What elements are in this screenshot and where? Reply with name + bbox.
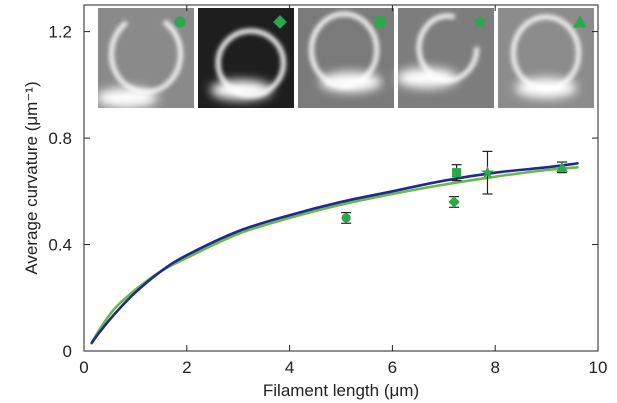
- x-tick-label: 10: [589, 358, 608, 377]
- inset-panel: [198, 8, 294, 108]
- x-tick-label: 4: [285, 358, 294, 377]
- green-fit-line: [90, 166, 579, 345]
- inset-panel: [96, 8, 194, 108]
- x-tick-label: 6: [388, 358, 397, 377]
- x-tick-label: 8: [490, 358, 499, 377]
- inset-panel: [498, 8, 594, 108]
- inset-panel: [396, 8, 494, 108]
- y-tick-label: 0: [63, 342, 72, 361]
- inset-circle-marker: [174, 16, 186, 28]
- inset-images: [96, 8, 594, 108]
- axis-ticks: 0 2 4 6 8 10 0 0.4 0.8 1.2: [48, 5, 607, 377]
- y-tick-label: 0.8: [48, 129, 72, 148]
- x-tick-label: 2: [182, 358, 191, 377]
- inset-diamond-marker: [273, 15, 287, 29]
- data-point-star: [480, 165, 495, 179]
- data-point-square: [452, 168, 462, 178]
- data-points: [341, 150, 568, 224]
- data-point-diamond: [448, 196, 460, 208]
- inset-triangle-marker: [573, 15, 587, 28]
- fit-lines: [90, 162, 579, 345]
- data-point-circle: [341, 213, 351, 223]
- plot-frame: [83, 4, 599, 352]
- y-tick-label: 1.2: [48, 23, 72, 42]
- inset-square-marker: [374, 16, 386, 28]
- filament-bundle: [320, 72, 382, 92]
- filament-bundle: [210, 80, 272, 100]
- blue-fit-line: [90, 162, 579, 345]
- x-axis-label: Filament length (μm): [263, 381, 419, 400]
- filament-bundle: [396, 68, 458, 88]
- y-tick-label: 0.4: [48, 236, 72, 255]
- inset-star-marker: [472, 13, 488, 29]
- filament-bundle: [515, 78, 577, 98]
- y-axis-label: Average curvature (μm⁻¹): [22, 81, 41, 274]
- x-tick-label: 0: [79, 358, 88, 377]
- data-point-triangle: [556, 161, 568, 172]
- filament-bundle: [96, 88, 158, 108]
- inset-panel: [298, 8, 394, 108]
